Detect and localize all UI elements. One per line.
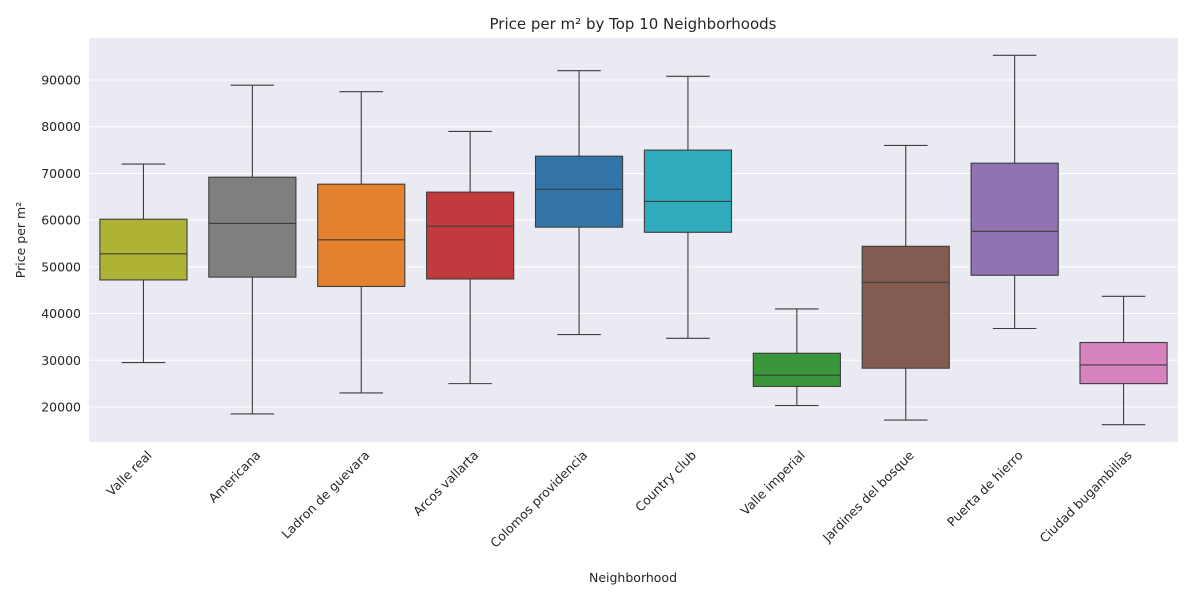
box-iqr	[317, 183, 406, 288]
box-americana	[208, 84, 297, 415]
x-tick-label: Country club	[632, 447, 699, 514]
y-tick-label: 30000	[41, 353, 81, 368]
y-tick-labels: 20000 30000 40000 50000 60000 70000 80000 90000	[41, 73, 81, 415]
y-tick-label: 50000	[41, 259, 81, 274]
box-iqr	[1079, 341, 1168, 385]
x-tick-label: Americana	[205, 448, 263, 506]
x-tick-label: Valle imperial	[737, 448, 808, 519]
y-tick-label: 80000	[41, 119, 81, 134]
box-ladron-de-guevara	[317, 91, 406, 394]
x-tick-label: Ciudad bugambilias	[1037, 448, 1135, 546]
x-tick-label: Jardines del bosque	[819, 447, 917, 545]
box-puerta-de-hierro	[970, 54, 1059, 330]
x-tick-label: Ladron de guevara	[278, 448, 372, 542]
y-axis-label: Price per m²	[13, 202, 28, 278]
x-tick-label: Puerta de hierro	[944, 448, 1026, 530]
y-tick-label: 60000	[41, 213, 81, 228]
x-tick-label: Colomos providencia	[487, 448, 590, 551]
box-iqr	[643, 149, 733, 233]
box-iqr	[534, 155, 624, 228]
x-tick-label: Arcos vallarta	[410, 448, 481, 519]
y-tick-label: 90000	[41, 73, 81, 88]
box-ciudad-bugambilias	[1079, 295, 1168, 426]
box-country-club	[643, 75, 733, 339]
x-axis-label: Neighborhood	[589, 570, 677, 585]
box-iqr	[426, 191, 515, 280]
x-tick-labels: Valle real Americana Ladron de guevara Arco…	[103, 447, 1134, 550]
box-iqr	[752, 352, 841, 387]
y-tick-label: 20000	[41, 399, 81, 414]
box-iqr	[861, 245, 950, 369]
box-arcos-vallarta	[426, 130, 515, 385]
box-jardines-del-bosque	[861, 144, 950, 421]
chart-title: Price per m² by Top 10 Neighborhoods	[490, 15, 777, 33]
box-colomos-providencia	[534, 70, 624, 336]
y-tick-label: 70000	[41, 166, 81, 181]
box-valle-imperial	[752, 308, 841, 407]
x-tick-label: Valle real	[103, 448, 154, 499]
y-tick-label: 40000	[41, 306, 81, 321]
box-iqr	[99, 218, 188, 281]
box-iqr	[208, 176, 297, 278]
box-iqr	[970, 162, 1059, 276]
boxes	[99, 54, 1168, 426]
box-valle-real	[99, 163, 188, 364]
